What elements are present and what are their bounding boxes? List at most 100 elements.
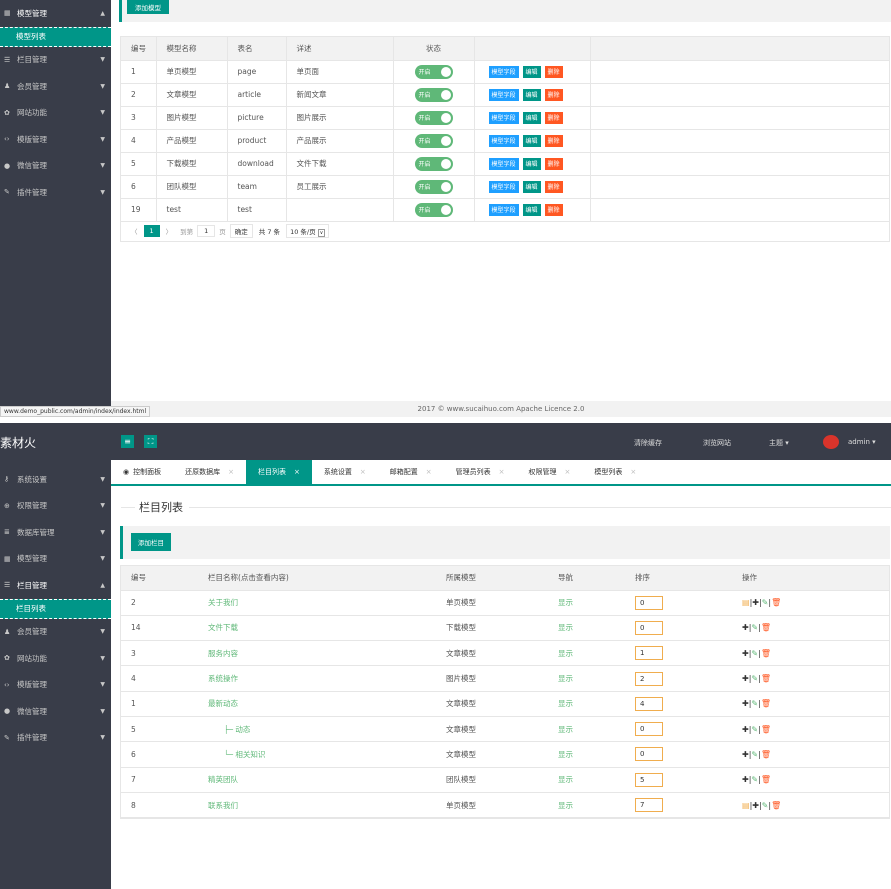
status-toggle[interactable]: 开启 <box>414 133 453 148</box>
tab-0[interactable]: ◉ 控制面板 <box>111 460 173 484</box>
sidebar-subitem-active[interactable]: 栏目列表 <box>0 598 111 619</box>
sidebar-item-5[interactable]: ♟ 会员管理 ▼ <box>0 619 111 646</box>
tab-4[interactable]: 邮箱配置 × <box>378 460 444 484</box>
tab-7[interactable]: 模型列表 × <box>582 460 648 484</box>
sidebar-item-1[interactable]: ☰ 栏目管理 ▼ <box>0 47 111 74</box>
close-icon[interactable]: × <box>293 468 300 476</box>
edit-button[interactable]: 编辑 <box>522 111 541 124</box>
status-toggle[interactable]: 开启 <box>414 87 453 102</box>
edit-icon[interactable]: ✎ <box>751 623 759 633</box>
delete-button[interactable]: 删除 <box>544 203 563 216</box>
avatar[interactable] <box>823 435 839 449</box>
cell-name-link[interactable]: 最新动态 <box>198 691 436 717</box>
status-toggle[interactable]: 开启 <box>414 110 453 125</box>
edit-icon[interactable]: ✎ <box>761 800 769 810</box>
trash-icon[interactable]: 🗑 <box>760 775 771 785</box>
cell-nav[interactable]: 显示 <box>548 615 625 642</box>
sort-input[interactable]: 0 <box>635 595 663 610</box>
trash-icon[interactable]: 🗑 <box>771 800 782 810</box>
sidebar-item-3[interactable]: ▦ 模型管理 ▼ <box>0 546 111 573</box>
sidebar-item-5[interactable]: ● 微信管理 ▼ <box>0 153 111 180</box>
sidebar-item-0[interactable]: ⚷ 系统设置 ▼ <box>0 466 111 493</box>
trash-icon[interactable]: 🗑 <box>760 623 771 633</box>
trash-icon[interactable]: 🗑 <box>760 674 771 684</box>
cell-nav[interactable]: 显示 <box>548 590 625 616</box>
browse-site-link[interactable]: 浏览网站 <box>703 439 731 447</box>
close-icon[interactable]: × <box>564 468 571 476</box>
delete-button[interactable]: 删除 <box>544 157 563 170</box>
pager-prev[interactable]: 〈 <box>131 228 138 236</box>
tab-3[interactable]: 系统设置 × <box>312 460 378 484</box>
edit-button[interactable]: 编辑 <box>522 65 541 78</box>
edit-icon[interactable]: ✎ <box>751 699 759 709</box>
add-model-button[interactable]: 添加模型 <box>127 0 169 14</box>
add-icon[interactable]: ✚ <box>752 598 759 608</box>
sidebar-item-3[interactable]: ✿ 网站功能 ▼ <box>0 100 111 127</box>
cell-name-link[interactable]: 文件下载 <box>198 615 436 642</box>
cell-nav[interactable]: 显示 <box>548 741 625 768</box>
edit-icon[interactable]: ✎ <box>751 674 759 684</box>
sort-input[interactable]: 0 <box>635 620 663 635</box>
status-toggle[interactable]: 开启 <box>414 179 453 194</box>
pager-page-input[interactable]: 1 <box>197 225 216 237</box>
edit-icon[interactable]: ✎ <box>761 598 769 608</box>
edit-icon[interactable]: ✎ <box>751 749 759 759</box>
cell-nav[interactable]: 显示 <box>548 691 625 717</box>
trash-icon[interactable]: 🗑 <box>760 648 771 658</box>
model-fields-button[interactable]: 模型字段 <box>488 65 519 78</box>
sidebar-item-4[interactable]: ☰ 栏目管理 ▲ <box>0 572 111 599</box>
edit-button[interactable]: 编辑 <box>522 157 541 170</box>
status-toggle[interactable]: 开启 <box>414 156 453 171</box>
model-fields-button[interactable]: 模型字段 <box>488 134 519 147</box>
trash-icon[interactable]: 🗑 <box>760 699 771 709</box>
edit-button[interactable]: 编辑 <box>522 203 541 216</box>
status-toggle[interactable]: 开启 <box>414 64 453 79</box>
sort-input[interactable]: 0 <box>635 722 663 737</box>
model-fields-button[interactable]: 模型字段 <box>488 111 519 124</box>
sidebar-item-6[interactable]: ✿ 网站功能 ▼ <box>0 645 111 672</box>
trash-icon[interactable]: 🗑 <box>760 724 771 734</box>
trash-icon[interactable]: 🗑 <box>771 598 782 608</box>
close-icon[interactable]: × <box>498 468 505 476</box>
model-fields-button[interactable]: 模型字段 <box>488 157 519 170</box>
delete-button[interactable]: 删除 <box>544 111 563 124</box>
sidebar-item-4[interactable]: ‹› 模版管理 ▼ <box>0 126 111 153</box>
sidebar-item-1[interactable]: ⊕ 权限管理 ▼ <box>0 493 111 520</box>
sort-input[interactable]: 7 <box>635 798 663 813</box>
edit-icon[interactable]: ✎ <box>751 775 759 785</box>
model-fields-button[interactable]: 模型字段 <box>488 88 519 101</box>
edit-button[interactable]: 编辑 <box>522 180 541 193</box>
status-toggle[interactable]: 开启 <box>414 202 453 217</box>
edit-icon[interactable]: ✎ <box>751 724 759 734</box>
sidebar-item-9[interactable]: ✎ 插件管理 ▼ <box>0 725 111 752</box>
sort-input[interactable]: 0 <box>635 747 663 762</box>
tab-2[interactable]: 栏目列表 × <box>245 460 312 484</box>
clear-cache-link[interactable]: 清除缓存 <box>634 439 662 447</box>
delete-button[interactable]: 删除 <box>544 88 563 101</box>
add-icon[interactable]: ✚ <box>752 800 759 810</box>
delete-button[interactable]: 删除 <box>544 65 563 78</box>
sidebar-item-8[interactable]: ● 微信管理 ▼ <box>0 698 111 725</box>
cell-nav[interactable]: 显示 <box>548 767 625 793</box>
add-icon[interactable]: ✚ <box>742 623 749 633</box>
cell-name-link[interactable]: ├─ 动态 <box>198 716 436 743</box>
pager-confirm-button[interactable]: 确定 <box>229 224 253 238</box>
cell-nav[interactable]: 显示 <box>548 792 625 819</box>
add-icon[interactable]: ✚ <box>742 724 749 734</box>
add-icon[interactable]: ✚ <box>742 674 749 684</box>
sidebar-item-6[interactable]: ✎ 插件管理 ▼ <box>0 179 111 206</box>
tab-6[interactable]: 权限管理 × <box>516 460 582 484</box>
user-menu[interactable]: admin ▾ <box>848 438 876 446</box>
fullscreen-button[interactable]: ⛶ <box>144 435 157 448</box>
model-fields-button[interactable]: 模型字段 <box>488 203 519 216</box>
logo[interactable]: 素材火 <box>0 436 37 450</box>
cell-nav[interactable]: 显示 <box>548 665 625 692</box>
sort-input[interactable]: 2 <box>635 671 663 686</box>
close-icon[interactable]: × <box>228 468 234 476</box>
close-icon[interactable]: × <box>630 468 637 476</box>
add-column-button[interactable]: 添加栏目 <box>131 533 171 551</box>
tab-1[interactable]: 还原数据库 × <box>173 460 246 484</box>
sort-input[interactable]: 1 <box>635 646 663 661</box>
cell-name-link[interactable]: 精英团队 <box>198 767 436 793</box>
sidebar-item-2[interactable]: ≣ 数据库管理 ▼ <box>0 519 111 546</box>
